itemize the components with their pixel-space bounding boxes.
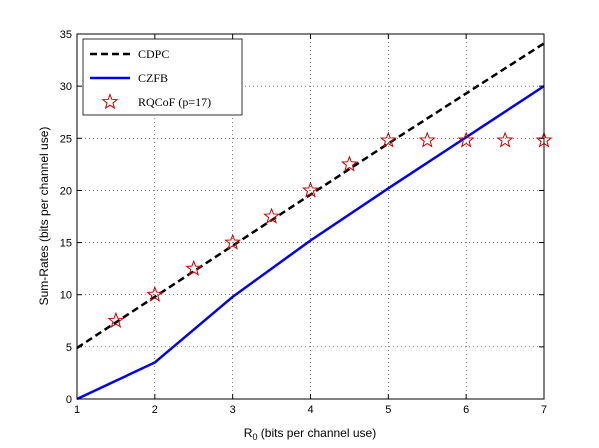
series-rqcof-p-17-point	[224, 233, 242, 250]
series-rqcof-p-17-point	[302, 181, 319, 198]
y-tick-label: 10	[60, 290, 72, 302]
y-tick-label: 5	[66, 342, 72, 354]
series-rqcof-p-17-point	[340, 155, 358, 172]
legend-rqcof-label: RQCoF (p=17)	[138, 95, 211, 109]
series-rqcof-p-17-point	[418, 131, 436, 148]
series-layer	[76, 42, 553, 401]
axis-ticks: 1 2 3 4 5 6 7 0 5 10 15 20 25 30 35	[60, 29, 547, 416]
x-axis-label-main: R	[244, 426, 253, 440]
series-rqcof-p-17-point	[185, 259, 203, 276]
legend-rqcof-marker	[101, 93, 119, 110]
y-tick-label: 35	[60, 29, 72, 41]
y-tick-label: 30	[60, 81, 72, 93]
x-tick-label: 2	[152, 404, 158, 416]
x-axis-label: R0 (bits per channel use)	[244, 426, 376, 442]
legend-cdpc-label: CDPC	[138, 47, 169, 61]
x-tick-label: 5	[385, 404, 391, 416]
series-rqcof-p-17-point	[379, 131, 397, 148]
x-tick-label: 4	[307, 404, 313, 416]
x-axis-label-rest: (bits per channel use)	[257, 426, 376, 440]
series-rqcof-p-17-point	[496, 131, 514, 148]
x-tick-label: 6	[463, 404, 469, 416]
series-rqcof-p-17-point	[107, 311, 125, 329]
y-axis-label: Sum-Rates (bits per channel use)	[37, 127, 51, 306]
x-tick-label: 7	[541, 404, 547, 416]
x-axis-label-subscript: 0	[252, 432, 257, 442]
series-czfb-line	[76, 85, 545, 401]
series-cdpc-line	[76, 42, 545, 349]
y-tick-label: 25	[60, 133, 72, 145]
x-tick-label: 3	[230, 404, 236, 416]
legend: CDPC CZFB RQCoF (p=17)	[82, 38, 243, 116]
legend-czfb-label: CZFB	[138, 71, 168, 85]
x-tick-label: 1	[74, 404, 80, 416]
series-rqcof-p-17-point	[457, 131, 475, 148]
series-rqcof-p-17-point	[146, 285, 164, 302]
y-tick-label: 0	[66, 394, 72, 406]
series-rqcof-p-17-point	[263, 207, 281, 224]
y-tick-label: 20	[60, 185, 72, 197]
y-tick-label: 15	[60, 238, 72, 250]
